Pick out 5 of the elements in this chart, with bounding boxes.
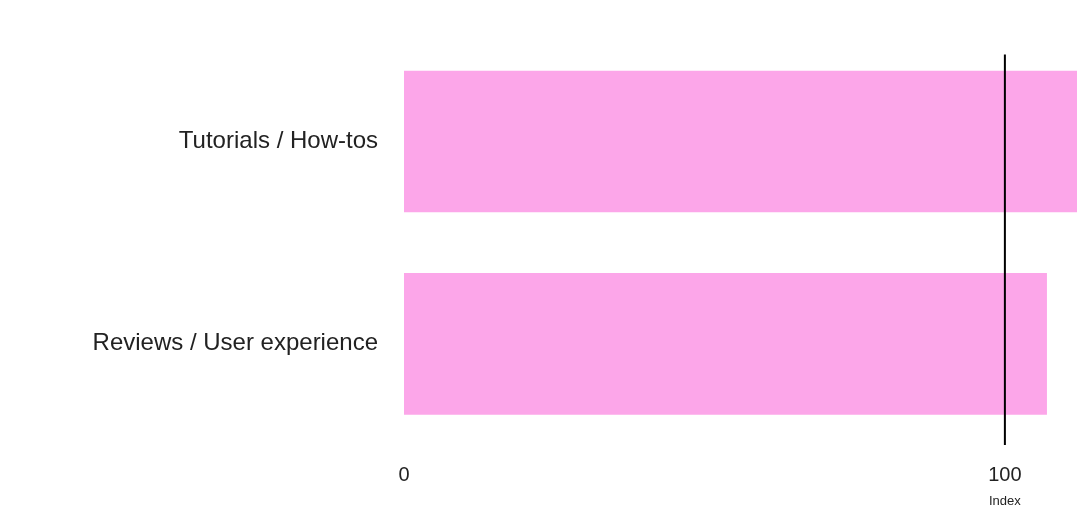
x-tick-label: 100 — [988, 462, 1022, 485]
x-tick-label: 0 — [398, 462, 410, 485]
y-tick-label: Tutorials / How-tos — [178, 126, 378, 154]
ref-line-label: Index — [988, 493, 1022, 509]
y-tick-label: Reviews / User experience — [92, 328, 378, 356]
